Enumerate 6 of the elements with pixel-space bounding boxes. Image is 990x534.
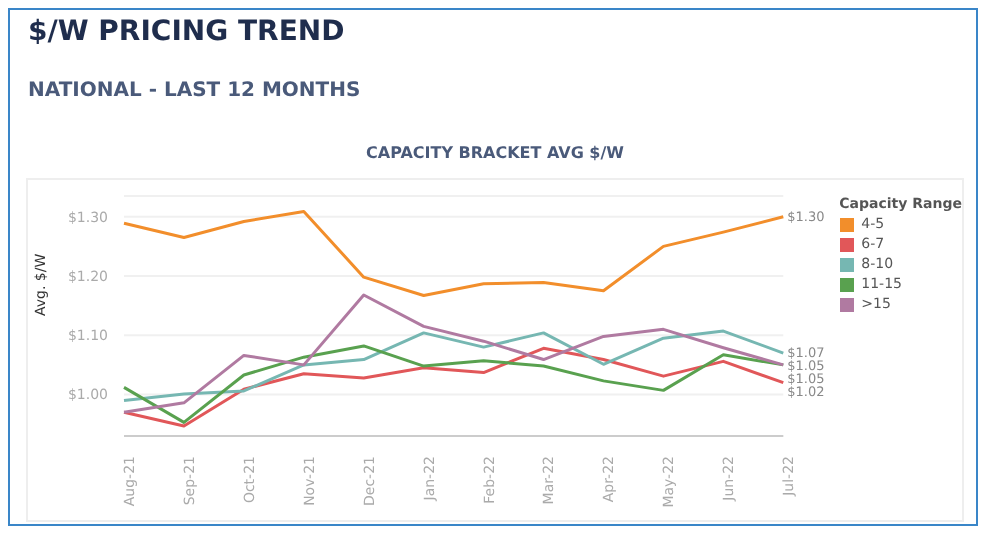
text: CAPACITY BRACKET AVG $/W (364, 144, 626, 162)
chart-title: $/W PRICING TREND (28, 16, 345, 48)
chart-subtitle: NATIONAL - LAST 12 MONTHS (28, 80, 361, 102)
line-series (122, 329, 785, 402)
line-series (122, 293, 785, 414)
line-series (122, 209, 785, 298)
